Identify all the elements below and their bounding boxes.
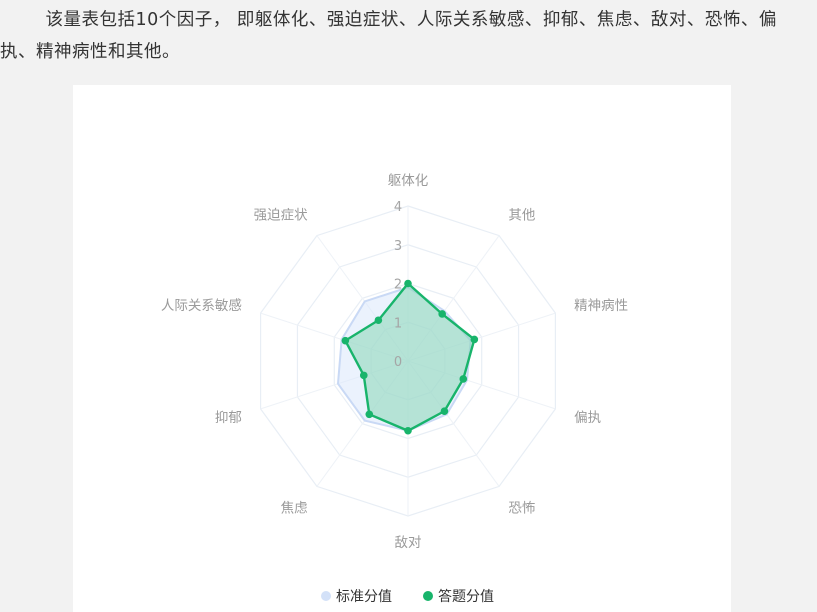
tick-label-0: 0: [394, 355, 402, 370]
legend-label-0[interactable]: 标准分值: [336, 589, 392, 605]
series-point-6[interactable]: [365, 410, 374, 419]
legend-label-1[interactable]: 答题分值: [438, 588, 494, 605]
tick-label-4: 4: [394, 200, 402, 215]
legend: 标准分值 答题分值: [321, 588, 494, 605]
radar-tick-labels: 0 1 2 3 4: [394, 200, 402, 370]
tick-label-3: 3: [394, 239, 402, 254]
chart-panel: 躯体化其他精神病性偏执恐怖敌对 焦虑 抑郁 人际关系敏感 强迫症状 0 1 2 3 4 标准分值…: [73, 85, 731, 612]
tick-label-1: 1: [394, 316, 402, 331]
axis-label-8: 人际关系敏感: [161, 297, 242, 314]
axis-label-9: 强迫症状: [254, 208, 308, 224]
intro-paragraph: 该量表包括10个因子， 即躯体化、强迫症状、人际关系敏感、抑郁、焦虑、敌对、恐怖…: [0, 10, 777, 62]
series-point-1[interactable]: [438, 310, 446, 318]
axis-label-3: 偏执: [574, 410, 601, 426]
axis-label-0: 躯体化: [388, 173, 429, 189]
axis-label-5: 敌对: [395, 535, 422, 551]
axis-label-7: 抑郁: [215, 410, 242, 426]
legend-marker-1[interactable]: [423, 591, 433, 601]
radar-series: [336, 279, 479, 435]
legend-marker-0[interactable]: [321, 591, 331, 601]
tick-label-2: 2: [394, 278, 402, 293]
series-point-4[interactable]: [440, 407, 449, 415]
axis-label-2: 精神病性: [574, 298, 628, 314]
series-point-0[interactable]: [404, 279, 412, 288]
axis-label-1: 其他: [508, 208, 535, 224]
series-point-7[interactable]: [359, 371, 368, 380]
axis-label-4: 恐怖: [508, 499, 535, 516]
axis-label-6: 焦虑: [281, 500, 308, 516]
series-point-3[interactable]: [459, 375, 468, 383]
series-point-8[interactable]: [341, 336, 350, 345]
series-point-5[interactable]: [404, 426, 412, 435]
series-point-2[interactable]: [470, 335, 479, 344]
series-point-9[interactable]: [374, 316, 383, 325]
